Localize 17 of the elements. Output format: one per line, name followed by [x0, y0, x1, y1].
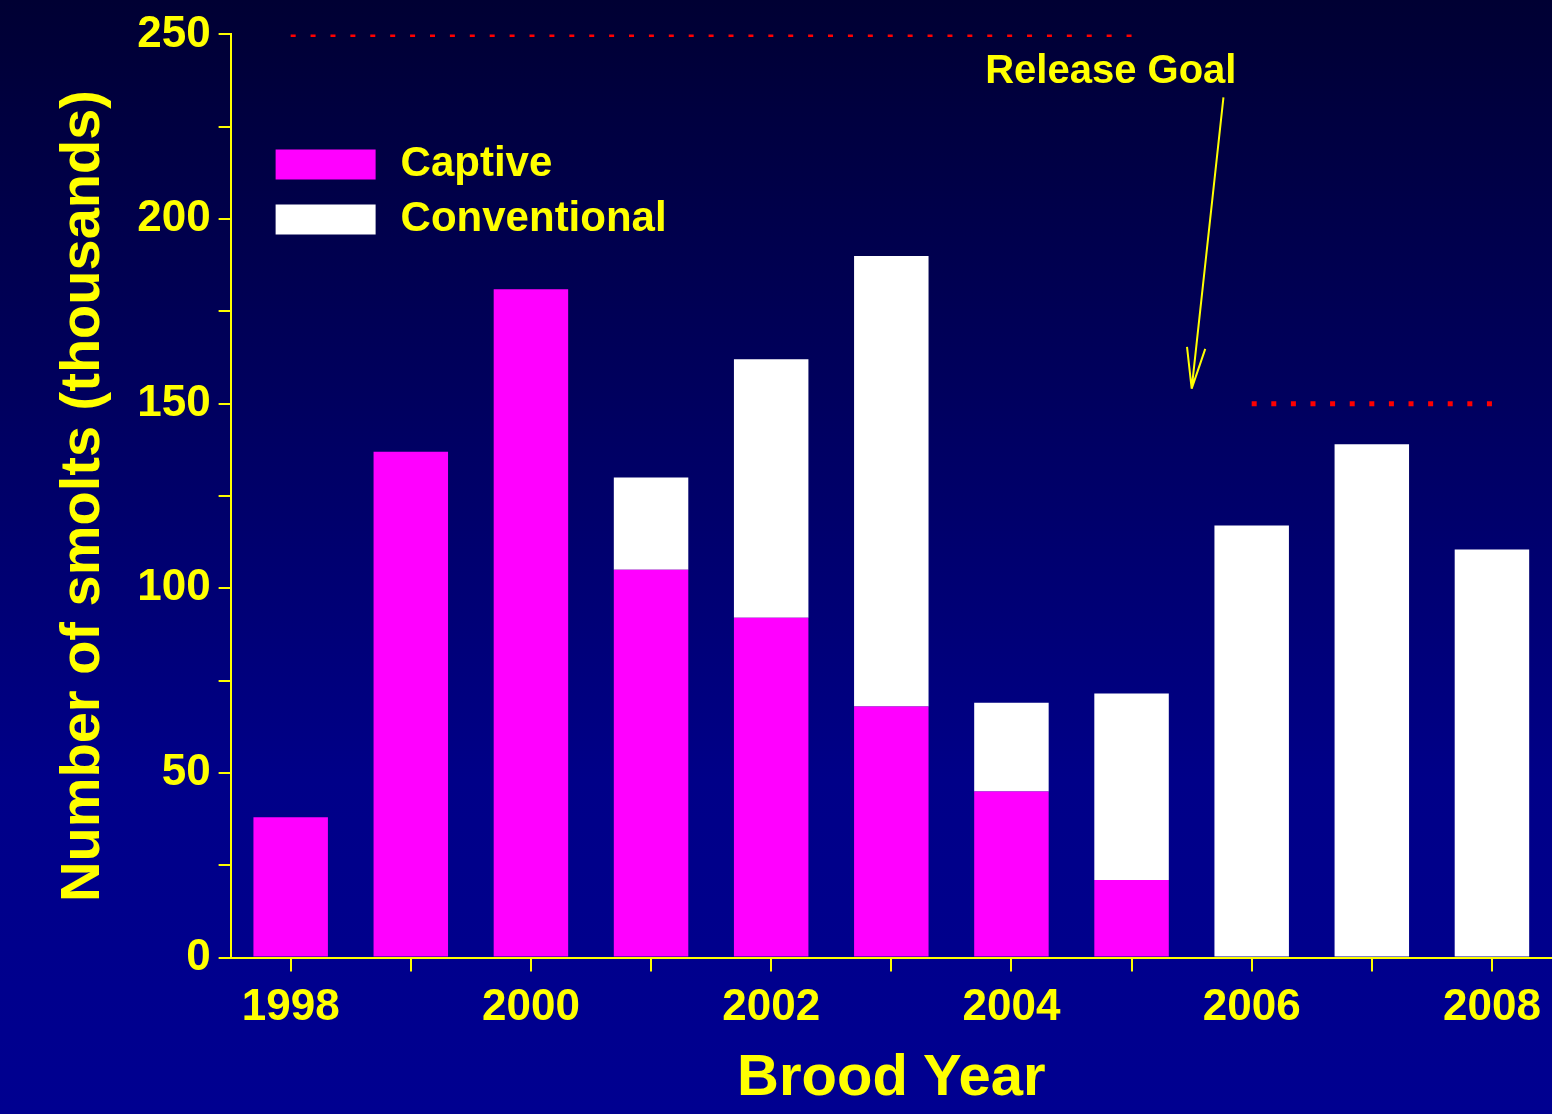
x-tick-label: 2006	[1202, 980, 1301, 1030]
x-tick-label: 2002	[722, 980, 821, 1030]
legend-label: Conventional	[400, 192, 667, 240]
y-tick-label: 100	[137, 560, 211, 610]
y-tick-label: 50	[161, 745, 211, 795]
y-tick-label: 250	[137, 6, 211, 56]
y-tick-label: 200	[137, 191, 211, 241]
x-tick-label: 2004	[962, 980, 1061, 1030]
x-tick-label: 2008	[1442, 980, 1541, 1030]
x-tick-label: 1998	[241, 980, 340, 1030]
annotation: Release Goal	[985, 47, 1237, 92]
legend-label: Captive	[400, 137, 553, 185]
y-axis-title: Number of smolts (thousands)	[48, 89, 112, 903]
y-tick-label: 0	[186, 929, 211, 979]
x-tick-label: 2000	[481, 980, 580, 1030]
x-axis-title: Brood Year	[737, 1042, 1046, 1108]
y-tick-label: 150	[137, 375, 211, 425]
